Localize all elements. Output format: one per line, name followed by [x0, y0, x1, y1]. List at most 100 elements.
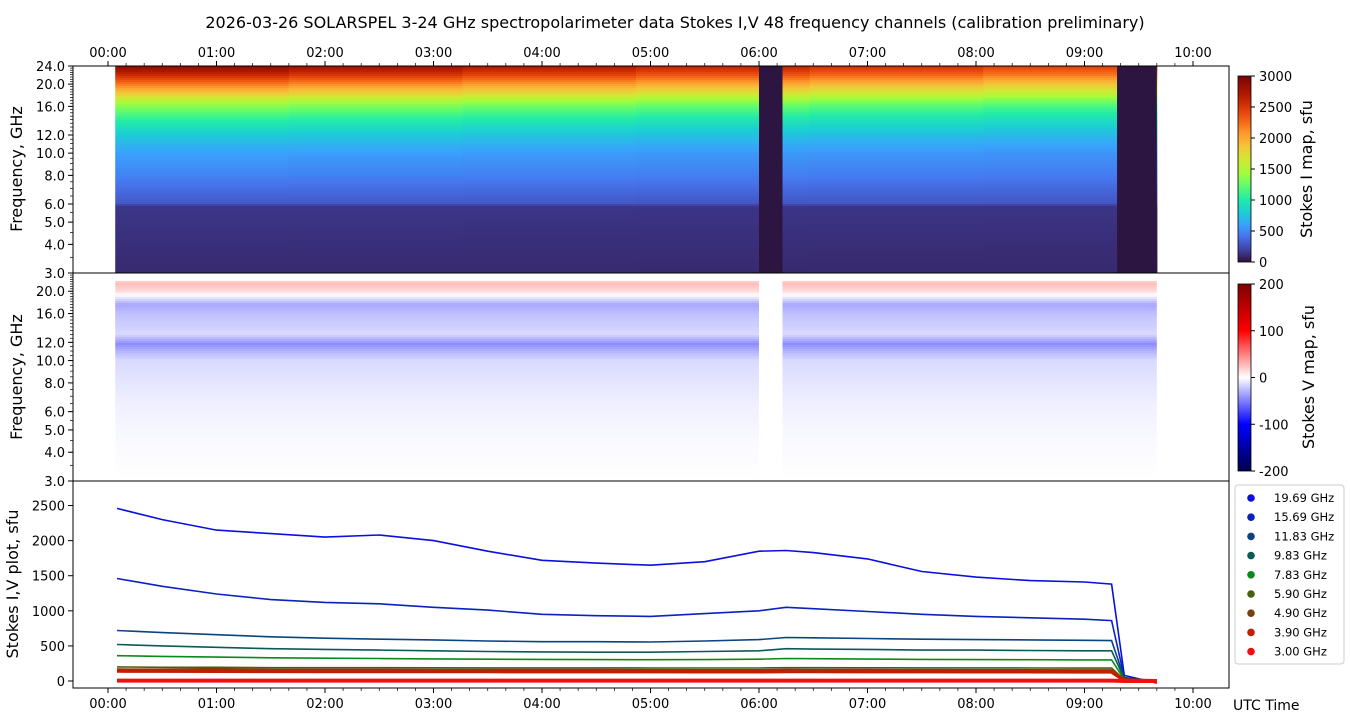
stokes-i-colorbar-bar	[1237, 75, 1252, 263]
stokes-i-cbar-label: Stokes I map, sfu	[1297, 100, 1316, 238]
top-time-tick-label: 09:00	[1066, 46, 1103, 61]
series-line	[116, 577, 1157, 684]
stokes-i-freq-tick-label: 12.0	[36, 129, 65, 144]
legend-label: 3.90 GHz	[1274, 625, 1327, 639]
bottom-time-tick-label: 03:00	[415, 697, 452, 712]
stokes-v-axes: 3.0 4.0 5.0 6.0 8.0 10.0 12.0 16.0 20.0	[36, 272, 73, 490]
cbar-tick-label: 0	[1259, 256, 1267, 271]
cbar-tick-label: 1000	[1259, 194, 1292, 209]
cbar-tick-label: 0	[1259, 372, 1267, 387]
bottom-time-tick-label: 01:00	[198, 697, 235, 712]
legend-marker	[1247, 494, 1255, 502]
stokes-i-freq-tick-label: 24.0	[36, 60, 65, 75]
top-time-tick-label: 04:00	[523, 46, 560, 61]
cbar-tick-label: 200	[1259, 278, 1284, 293]
bottom-time-tick-label: 05:00	[632, 697, 669, 712]
bottom-time-tick-label: 08:00	[957, 697, 994, 712]
x-axis-label: UTC Time	[1233, 698, 1299, 714]
stokes-plot-ytick-label: 1500	[32, 570, 65, 585]
top-time-tick-label: 03:00	[415, 46, 452, 61]
series-line	[116, 507, 1157, 684]
stokes-i-colorbar: 0 500 1000 1500 2000 2500 3000 Stokes I map, s…	[1237, 70, 1316, 271]
stokes-v-freq-tick-label: 20.0	[36, 285, 65, 300]
top-time-tick-label: 01:00	[198, 46, 235, 61]
stokes-v-heatmap	[115, 273, 1157, 481]
stokes-plot-area	[73, 481, 1229, 688]
stokes-v-freq-tick-label: 4.0	[44, 446, 65, 461]
stokes-i-panel: 3.0 4.0 5.0 6.0 8.0 10.0 12.0 16.0 20.0 24.0 Freq…	[7, 60, 1230, 282]
stokes-v-freq-tick-label: 8.0	[44, 377, 65, 392]
legend-label: 5.90 GHz	[1274, 587, 1327, 601]
legend-marker	[1247, 590, 1255, 598]
stokes-plot-ytick-label: 500	[40, 640, 65, 655]
stokes-v-freq-tick-label: 10.0	[36, 355, 65, 370]
stokes-i-freq-tick-label: 6.0	[44, 198, 65, 213]
legend-marker	[1247, 532, 1255, 541]
stokes-i-freq-tick-label: 8.0	[44, 169, 65, 184]
legend: 19.69 GHz 15.69 GHz 11.83 GHz 9.83 GHz 7.83 …	[1234, 484, 1345, 665]
legend-label: 4.90 GHz	[1274, 606, 1327, 620]
stokes-v-freq-tick-label: 5.0	[44, 424, 65, 439]
stokes-plot-panel: 0 500 1000 1500 2000 2500 Stokes I,V plot, sf…	[3, 480, 1230, 690]
top-time-tick-label: 00:00	[89, 46, 126, 61]
legend-marker	[1247, 551, 1255, 560]
series-line	[116, 654, 1157, 682]
figure-title: 2026-03-26 SOLARSPEL 3-24 GHz spectropol…	[205, 13, 1144, 32]
cbar-tick-label: -200	[1259, 465, 1289, 480]
stokes-v-colorbar-bar	[1237, 283, 1252, 472]
stokes-i-freq-tick-label: 3.0	[44, 267, 65, 282]
legend-marker	[1247, 513, 1255, 521]
bottom-time-tick-label: 07:00	[849, 697, 886, 712]
legend-label: 11.83 GHz	[1274, 529, 1334, 543]
cbar-tick-label: 500	[1259, 225, 1284, 240]
stokes-plot-ytick-label: 2000	[32, 535, 65, 550]
series-line	[116, 629, 1157, 683]
top-time-tick-label: 08:00	[957, 46, 994, 61]
stokes-v-freq-tick-label: 3.0	[44, 475, 65, 490]
stokes-plot-ytick-label: 1000	[32, 605, 65, 620]
bottom-time-tick-label: 06:00	[740, 697, 777, 712]
stokes-v-freq-tick-label: 12.0	[36, 336, 65, 351]
stokes-v-panel: 3.0 4.0 5.0 6.0 8.0 10.0 12.0 16.0 20.0 Frequenc…	[7, 272, 1230, 490]
cbar-tick-label: 100	[1259, 325, 1284, 340]
top-time-tick-label: 02:00	[306, 46, 343, 61]
cbar-tick-label: 3000	[1259, 70, 1292, 85]
top-time-axis: 00:00 01:00 02:00 03:00 04:00 05:00 06:00 07:00…	[89, 46, 1212, 66]
top-time-tick-label: 07:00	[849, 46, 886, 61]
stokes-i-freq-tick-label: 20.0	[36, 78, 65, 93]
bottom-time-tick-label: 00:00	[89, 697, 126, 712]
top-time-tick-label: 06:00	[740, 46, 777, 61]
stokes-plot-ytick-label: 0	[57, 675, 65, 690]
series-line	[116, 668, 1157, 683]
legend-label: 3.00 GHz	[1274, 645, 1327, 659]
series-line	[116, 666, 1157, 682]
top-time-tick-label: 10:00	[1174, 46, 1211, 61]
stokes-v-colorbar: -200 -100 0 100 200 Stokes V map, sfu	[1237, 278, 1318, 480]
series-line	[116, 643, 1157, 683]
stokes-i-axes: 3.0 4.0 5.0 6.0 8.0 10.0 12.0 16.0 20.0 24.0	[36, 60, 73, 282]
legend-label: 15.69 GHz	[1274, 510, 1334, 524]
stokes-i-freq-tick-label: 16.0	[36, 100, 65, 115]
stokes-i-freq-tick-label: 4.0	[44, 238, 65, 253]
bottom-time-tick-label: 09:00	[1066, 697, 1103, 712]
legend-box	[1234, 484, 1345, 665]
legend-marker	[1247, 609, 1255, 617]
stokes-i-freq-tick-label: 5.0	[44, 216, 65, 231]
cbar-tick-label: -100	[1259, 418, 1289, 433]
stokes-v-ylabel: Frequency, GHz	[7, 314, 26, 440]
legend-marker	[1247, 647, 1255, 656]
stokes-v-freq-tick-label: 6.0	[44, 406, 65, 421]
cbar-tick-label: 1500	[1259, 163, 1292, 178]
legend-label: 7.83 GHz	[1274, 568, 1327, 582]
bottom-time-tick-label: 02:00	[306, 697, 343, 712]
stokes-v-cbar-label: Stokes V map, sfu	[1299, 305, 1318, 449]
top-time-tick-label: 05:00	[632, 46, 669, 61]
stokes-i-freq-tick-label: 10.0	[36, 147, 65, 162]
legend-marker	[1247, 571, 1255, 579]
stokes-plot-lines	[116, 507, 1157, 684]
stokes-plot-ytick-label: 2500	[32, 500, 65, 515]
bottom-time-axis: 00:00 01:00 02:00 03:00 04:00 05:00 06:00 07:00…	[89, 688, 1212, 712]
cbar-tick-label: 2000	[1259, 132, 1292, 147]
bottom-time-tick-label: 10:00	[1174, 697, 1211, 712]
